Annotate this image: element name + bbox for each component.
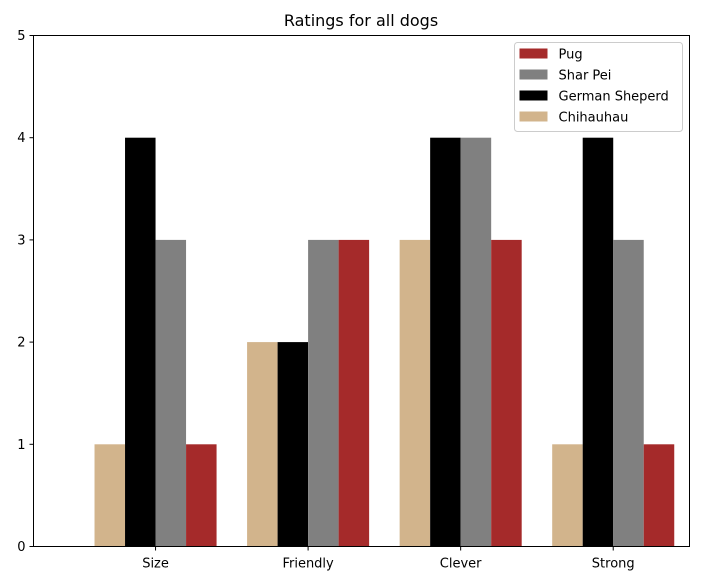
legend-swatch-pug (519, 48, 548, 59)
bar-pug-strong (643, 444, 675, 547)
bar-shar-pei-clever (460, 137, 492, 547)
chart-title: Ratings for all dogs (284, 11, 438, 30)
bar-german-sheperd-friendly (277, 342, 309, 547)
x-tick-label-friendly: Friendly (282, 557, 334, 572)
bar-pug-size (186, 444, 217, 547)
bar-german-sheperd-clever (430, 137, 461, 547)
bar-chihauhau-clever (399, 239, 431, 547)
bar-chihauhau-friendly (247, 342, 278, 547)
legend-swatch-chihauhau (519, 111, 548, 122)
x-tick-label-size: Size (142, 557, 169, 572)
legend-label-chihauhau: Chihauhau (559, 111, 629, 126)
bar-german-sheperd-strong (582, 137, 614, 547)
y-axis: 0 1 2 3 4 5 (17, 29, 34, 555)
legend-label-shar-pei: Shar Pei (559, 69, 612, 84)
y-tick-label: 0 (17, 540, 25, 555)
plot-frame (33, 35, 690, 547)
legend-frame (514, 42, 683, 132)
bar-pug-clever (491, 239, 522, 547)
y-tick-label: 4 (17, 131, 25, 146)
legend-swatch-german-sheperd (519, 90, 548, 101)
y-tick-label: 5 (17, 29, 25, 44)
y-tick-label: 2 (17, 336, 25, 351)
bar-shar-pei-strong (613, 239, 644, 547)
x-tick-label-strong: Strong (592, 557, 635, 572)
legend-label-pug: Pug (559, 48, 583, 63)
y-tick-label: 3 (17, 233, 25, 248)
bar-chihauhau-size (94, 444, 126, 547)
y-tick-label: 1 (17, 438, 25, 453)
bar-german-sheperd-size (125, 137, 156, 547)
bar-shar-pei-size (155, 239, 187, 547)
legend-label-german-sheperd: German Sheperd (559, 90, 669, 105)
bar-pug-friendly (338, 239, 370, 547)
bars-group (94, 137, 675, 547)
x-axis: Size Friendly Clever Strong (142, 546, 635, 572)
bar-shar-pei-friendly (308, 239, 339, 547)
legend: Pug Shar Pei German Sheperd Chihauhau (514, 42, 683, 132)
bar-chihauhau-strong (552, 444, 583, 547)
legend-swatch-shar-pei (519, 69, 548, 80)
x-tick-label-clever: Clever (440, 557, 482, 572)
